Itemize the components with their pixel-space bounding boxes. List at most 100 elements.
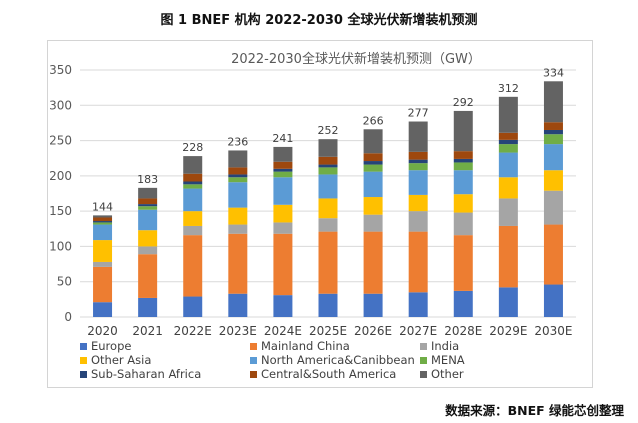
bar-segment-2026E-4 xyxy=(363,171,383,198)
bar-segment-2025E-2 xyxy=(318,218,338,232)
bar-segment-2027E-1 xyxy=(408,231,428,293)
bar-segment-2022E-6 xyxy=(183,181,203,185)
bar-segment-2023E-1 xyxy=(228,233,248,294)
total-labels: 144 183 228 236 241 252 266 277 292 312 334 xyxy=(92,66,564,213)
bar-segment-2030E-7 xyxy=(543,122,563,130)
legend-swatch-5 xyxy=(420,357,427,364)
bar-segment-2024E-8 xyxy=(273,146,293,162)
bar-segment-2022E-3 xyxy=(183,211,203,226)
bar-segment-2025E-6 xyxy=(318,164,338,168)
bar-segment-2029E-6 xyxy=(498,139,518,145)
y-tick-label: 300 xyxy=(49,98,72,112)
bar-segment-2026E-0 xyxy=(363,293,383,317)
bar-segment-2022E-4 xyxy=(183,188,203,212)
bar-segment-2030E-2 xyxy=(543,190,563,225)
bar-segment-2021-5 xyxy=(138,206,158,210)
bar-segment-2023E-3 xyxy=(228,207,248,225)
bar-segment-2020-6 xyxy=(93,221,113,223)
total-label-2024E: 241 xyxy=(272,132,293,145)
legend-swatch-2 xyxy=(420,343,427,350)
legend-label-4: North America&Canibbean xyxy=(261,353,415,367)
bar-segment-2024E-6 xyxy=(273,168,293,172)
x-tick-label-2028E: 2028E xyxy=(444,324,482,338)
bar-segment-2028E-0 xyxy=(453,290,473,317)
bar-segment-2022E-7 xyxy=(183,173,203,182)
total-label-2022E: 228 xyxy=(182,141,203,154)
bar-segment-2027E-5 xyxy=(408,163,428,171)
bar-segment-2025E-8 xyxy=(318,139,338,157)
legend-label-0: Europe xyxy=(91,339,131,353)
y-tick-label: 350 xyxy=(49,63,72,77)
bar-segment-2024E-5 xyxy=(273,171,293,178)
y-tick-label: 250 xyxy=(49,134,72,148)
source-note: 数据来源：BNEF 绿能芯创整理 xyxy=(445,403,624,418)
x-tick-label-2026E: 2026E xyxy=(354,324,392,338)
x-tick-label-2020: 2020 xyxy=(87,324,118,338)
bar-segment-2022E-8 xyxy=(183,156,203,174)
bar-segment-2022E-2 xyxy=(183,225,203,236)
bar-segment-2024E-7 xyxy=(273,161,293,169)
bar-segment-2025E-1 xyxy=(318,231,338,294)
legend-swatch-6 xyxy=(80,371,87,378)
legend-label-6: Sub-Saharan Africa xyxy=(91,367,201,381)
bar-segment-2020-2 xyxy=(93,261,113,267)
bar-segment-2030E-5 xyxy=(543,134,563,145)
bar-segment-2027E-6 xyxy=(408,159,428,164)
total-label-2020: 144 xyxy=(92,200,113,213)
bar-segment-2028E-3 xyxy=(453,194,473,213)
bar-segment-2029E-4 xyxy=(498,152,518,178)
bar-segment-2030E-4 xyxy=(543,144,563,171)
legend-swatch-1 xyxy=(250,343,257,350)
bar-segment-2029E-7 xyxy=(498,132,518,140)
chart-title: 2022-2030全球光伏新增装机预测（GW） xyxy=(231,51,481,67)
bar-segment-2026E-8 xyxy=(363,129,383,154)
legend-swatch-7 xyxy=(250,371,257,378)
bar-segment-2025E-3 xyxy=(318,198,338,219)
total-label-2030E: 334 xyxy=(543,66,564,79)
legend-swatch-4 xyxy=(250,357,257,364)
bar-segment-2027E-2 xyxy=(408,211,428,232)
legend: Europe Mainland China India Other Asia North… xyxy=(80,339,465,381)
legend-label-3: Other Asia xyxy=(91,353,151,367)
y-tick-label: 200 xyxy=(49,169,72,183)
bar-segment-2021-4 xyxy=(138,209,158,231)
bar-segment-2026E-1 xyxy=(363,231,383,294)
y-tick-label: 100 xyxy=(49,239,72,253)
x-tick-label-2027E: 2027E xyxy=(399,324,437,338)
bar-segment-2024E-0 xyxy=(273,295,293,317)
bar-segment-2027E-0 xyxy=(408,292,428,317)
bar-segment-2021-6 xyxy=(138,204,158,207)
bar-segment-2028E-1 xyxy=(453,235,473,291)
bar-segment-2021-3 xyxy=(138,230,158,247)
y-axis-ticks: 0 50 100 150 200 250 300 350 xyxy=(49,63,72,324)
total-label-2021: 183 xyxy=(137,173,158,186)
total-label-2027E: 277 xyxy=(408,107,429,120)
bar-segment-2029E-2 xyxy=(498,198,518,226)
bar-segment-2026E-5 xyxy=(363,164,383,172)
bar-segment-2021-2 xyxy=(138,246,158,255)
bar-segment-2030E-1 xyxy=(543,224,563,285)
legend-swatch-3 xyxy=(80,357,87,364)
bar-segment-2022E-5 xyxy=(183,184,203,189)
x-tick-label-2023E: 2023E xyxy=(219,324,257,338)
total-label-2028E: 292 xyxy=(453,96,474,109)
bar-segment-2021-0 xyxy=(138,297,158,317)
bar-segment-2020-8 xyxy=(93,215,113,218)
bar-segment-2025E-0 xyxy=(318,293,338,317)
legend-label-2: India xyxy=(431,339,459,353)
bar-segment-2020-3 xyxy=(93,240,113,262)
y-tick-label: 0 xyxy=(64,310,72,324)
bar-segment-2023E-7 xyxy=(228,167,248,175)
bar-segment-2028E-2 xyxy=(453,212,473,236)
x-tick-label-2021: 2021 xyxy=(132,324,163,338)
figure-title: 图 1 BNEF 机构 2022-2030 全球光伏新增装机预测 xyxy=(160,13,478,28)
bar-segment-2027E-4 xyxy=(408,170,428,195)
bar-segment-2023E-2 xyxy=(228,224,248,234)
x-tick-label-2029E: 2029E xyxy=(489,324,527,338)
x-tick-label-2030E: 2030E xyxy=(534,324,572,338)
bar-segment-2028E-8 xyxy=(453,110,473,152)
y-tick-label: 150 xyxy=(49,204,72,218)
bars xyxy=(93,81,563,317)
bar-segment-2020-4 xyxy=(93,224,113,241)
bar-segment-2028E-7 xyxy=(453,151,473,159)
